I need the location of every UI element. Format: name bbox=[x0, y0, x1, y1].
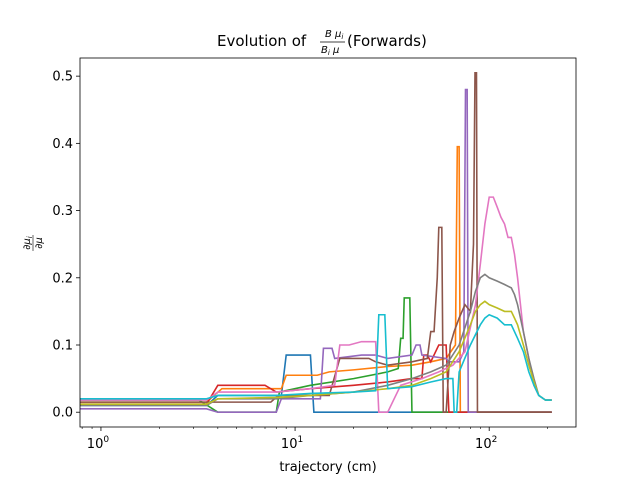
y-tick-label: 0.1 bbox=[52, 339, 73, 354]
title-suffix: (Forwards) bbox=[347, 32, 427, 50]
x-tick-label: 100 bbox=[87, 435, 110, 452]
series-line-7 bbox=[80, 196, 552, 414]
plot-frame bbox=[79, 57, 577, 428]
y-tick-label: 0.4 bbox=[52, 137, 73, 152]
title-prefix: Evolution of bbox=[217, 32, 307, 50]
chart-title: Evolution of B μi Bi μ (Forwards) bbox=[217, 29, 427, 57]
series-line-9 bbox=[80, 300, 552, 405]
y-tick-label: 0.5 bbox=[52, 70, 73, 85]
y-axis-label: ∂μi ∂μ bbox=[22, 235, 45, 251]
title-fraction: B μi Bi μ bbox=[320, 29, 345, 57]
x-axis-label: trajectory (cm) bbox=[279, 460, 376, 475]
y-axis-ticks: 0.0 0.1 0.2 0.3 0.4 0.5 bbox=[52, 70, 80, 421]
y-tick-label: 0.3 bbox=[52, 204, 73, 219]
title-frac-den: Bi μ bbox=[321, 45, 339, 57]
x-axis-ticks: 100 101 102 bbox=[81, 427, 548, 452]
y-axis-label-den: ∂μ bbox=[34, 237, 45, 249]
x-tick-label: 101 bbox=[281, 435, 303, 452]
y-axis-label-num: ∂μi bbox=[22, 236, 34, 250]
plot-area bbox=[79, 57, 577, 428]
series-layer bbox=[80, 71, 552, 414]
title-frac-num: B μi bbox=[325, 29, 343, 41]
series-line-2 bbox=[80, 145, 552, 414]
x-tick-label: 102 bbox=[475, 435, 497, 452]
y-tick-label: 0.0 bbox=[52, 406, 73, 421]
y-tick-label: 0.2 bbox=[52, 271, 73, 286]
series-line-10 bbox=[80, 313, 552, 414]
series-line-6 bbox=[80, 71, 552, 414]
